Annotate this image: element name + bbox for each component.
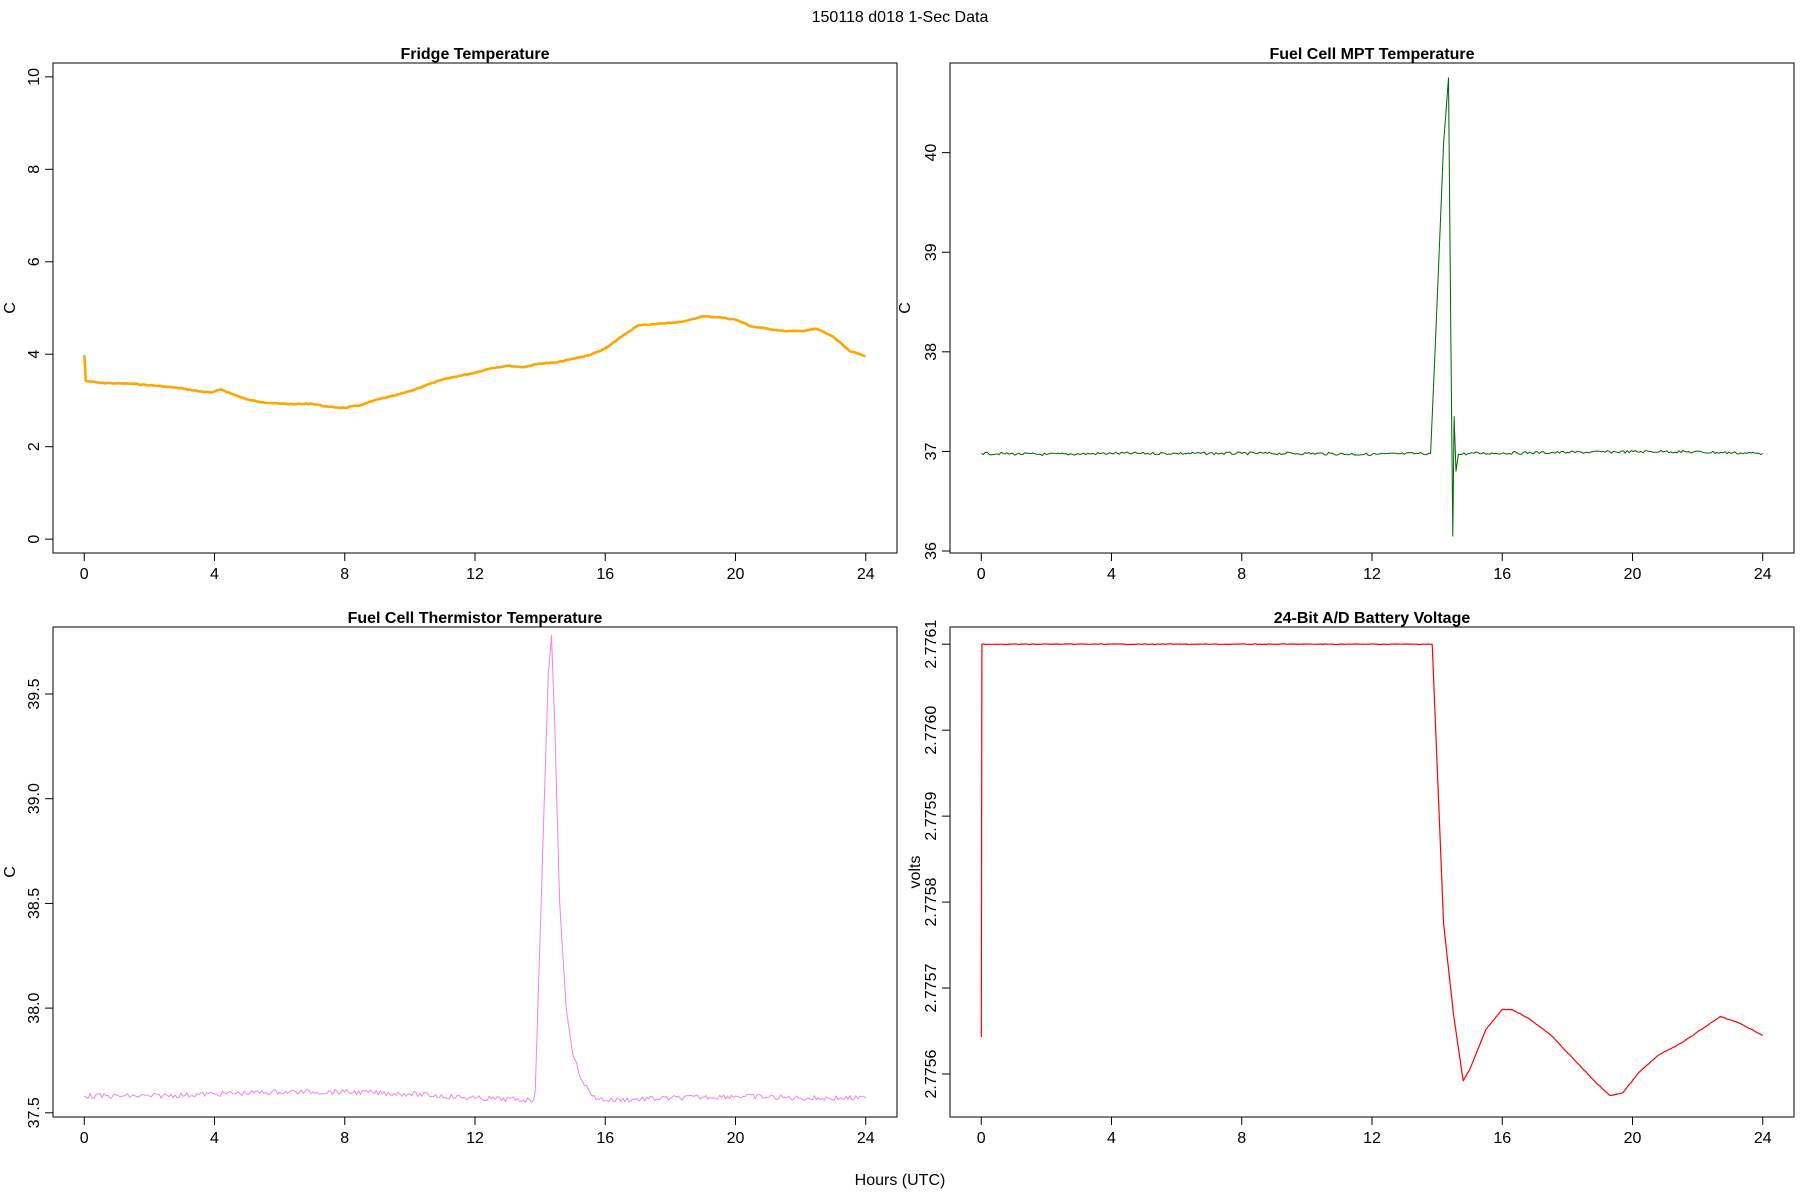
y-tick-label: 39.0 — [26, 783, 43, 814]
y-tick-label: 37.5 — [26, 1097, 43, 1128]
x-tick-label: 24 — [857, 566, 875, 583]
chart-panel-3: Fuel Cell Thermistor Temperature 0 4 8 12 16 2… — [2, 610, 898, 1147]
x-tick-label: 16 — [1493, 566, 1511, 583]
x-tick-label: 16 — [596, 566, 614, 583]
y-axis-label: C — [2, 866, 19, 878]
x-tick-label: 8 — [1237, 566, 1246, 583]
x-tick-label: 4 — [210, 1130, 219, 1147]
x-tick-label: 12 — [1363, 566, 1381, 583]
x-tick-label: 4 — [1107, 566, 1116, 583]
plot-frame — [52, 62, 898, 554]
plot-frame — [52, 626, 898, 1118]
x-tick-label: 8 — [340, 1130, 349, 1147]
x-tick-label: 20 — [1624, 1130, 1642, 1147]
chart-panel-4: 24-Bit A/D Battery Voltage 0 4 8 12 16 20 24 2.7… — [907, 610, 1795, 1147]
y-tick-label: 39.5 — [26, 678, 43, 709]
y-tick-label: 2.7758 — [923, 878, 940, 927]
chart-title: 24-Bit A/D Battery Voltage — [1274, 610, 1471, 627]
x-tick-label: 16 — [1493, 1130, 1511, 1147]
x-tick-label: 20 — [727, 566, 745, 583]
y-tick-label: 38 — [923, 343, 940, 361]
y-tick-label: 2.7756 — [923, 1049, 940, 1098]
x-tick-label: 24 — [857, 1130, 875, 1147]
series-line-4-1 — [980, 643, 1763, 1097]
plot-frame — [949, 626, 1795, 1118]
y-tick-label: 39 — [923, 243, 940, 261]
x-tick-label: 0 — [80, 1130, 89, 1147]
x-tick-label: 0 — [977, 566, 986, 583]
chart-title: Fuel Cell MPT Temperature — [1269, 46, 1474, 63]
x-tick-label: 24 — [1754, 1130, 1772, 1147]
x-tick-label: 8 — [1237, 1130, 1246, 1147]
x-tick-label: 20 — [1624, 566, 1642, 583]
y-tick-label: 8 — [26, 165, 43, 174]
x-tick-label: 20 — [727, 1130, 745, 1147]
x-tick-label: 0 — [80, 566, 89, 583]
x-tick-label: 0 — [977, 1130, 986, 1147]
series-line-3-1 — [84, 634, 867, 1103]
y-axis-label: C — [897, 302, 914, 314]
y-axis-label: volts — [907, 856, 924, 889]
x-tick-label: 12 — [466, 566, 484, 583]
y-tick-label: 2.7759 — [923, 792, 940, 841]
y-tick-label: 2 — [26, 442, 43, 451]
y-tick-label: 2.7760 — [923, 706, 940, 755]
y-tick-label: 0 — [26, 535, 43, 544]
plot-frame — [949, 62, 1795, 554]
chart-title: Fuel Cell Thermistor Temperature — [348, 610, 603, 627]
series-line-1-1 — [83, 314, 866, 410]
x-tick-label: 4 — [210, 566, 219, 583]
y-tick-label: 2.7757 — [923, 963, 940, 1012]
y-tick-label: 4 — [26, 350, 43, 359]
y-axis-label: C — [2, 302, 19, 314]
y-tick-label: 38.0 — [26, 992, 43, 1023]
y-tick-label: 38.5 — [26, 888, 43, 919]
y-tick-label: 36 — [923, 542, 940, 560]
y-tick-label: 10 — [26, 68, 43, 86]
x-tick-label: 16 — [596, 1130, 614, 1147]
x-tick-label: 8 — [340, 566, 349, 583]
chart-panel-2: Fuel Cell MPT Temperature 0 4 8 12 16 20 24 36 37… — [897, 46, 1795, 583]
x-tick-label: 24 — [1754, 566, 1772, 583]
y-tick-label: 2.7761 — [923, 620, 940, 669]
y-tick-label: 6 — [26, 257, 43, 266]
figure-title: 150118 d018 1-Sec Data — [812, 9, 989, 26]
x-tick-label: 12 — [1363, 1130, 1381, 1147]
series-line-2-1 — [981, 77, 1763, 537]
x-tick-label: 12 — [466, 1130, 484, 1147]
y-tick-label: 40 — [923, 144, 940, 162]
x-tick-label: 4 — [1107, 1130, 1116, 1147]
y-tick-label: 37 — [923, 442, 940, 460]
chart-title: Fridge Temperature — [400, 46, 549, 63]
figure-xlabel: Hours (UTC) — [855, 1172, 946, 1189]
